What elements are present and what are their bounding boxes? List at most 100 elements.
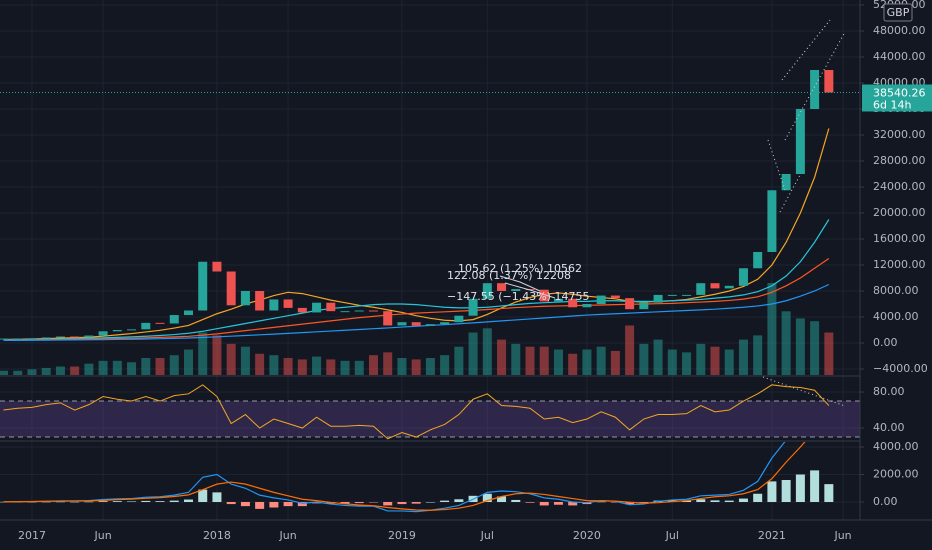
macd-pane [0, 442, 834, 513]
macd-histogram-bar [511, 499, 521, 503]
volume-bar [27, 369, 37, 375]
y-tick-label: 0.00 [873, 495, 898, 508]
macd-histogram-bar [497, 496, 507, 503]
macd-histogram-bar [425, 502, 435, 503]
volume-bar [610, 350, 620, 375]
volume-bar [653, 339, 663, 375]
macd-histogram-bar [753, 493, 763, 503]
candle-body [482, 283, 492, 299]
volume-bar [440, 355, 450, 375]
currency-label: GBP [887, 6, 910, 19]
volume-bar [141, 358, 151, 375]
candle-body [497, 283, 507, 292]
macd-histogram-bar [710, 500, 720, 503]
y-tick-label: 48000.00 [873, 24, 926, 37]
y-tick-label: 4000.00 [873, 310, 919, 323]
macd-histogram-bar [397, 502, 407, 505]
macd-histogram-bar [183, 499, 193, 503]
volume-bar [639, 343, 649, 375]
volume-bar [553, 349, 563, 375]
volume-bar [297, 359, 307, 375]
candle-body [454, 315, 464, 323]
candle-body [112, 330, 122, 332]
macd-histogram-bar [525, 502, 535, 503]
candle-body [553, 298, 563, 302]
y-tick-label: 8000.00 [873, 284, 919, 297]
currency-badge[interactable] [883, 3, 913, 22]
candle-body [98, 331, 108, 336]
volume-bar [667, 349, 677, 375]
volume-bar [795, 318, 805, 375]
y-tick-label: 24000.00 [873, 180, 926, 193]
volume-bar [596, 346, 606, 375]
volume-bar [525, 346, 535, 375]
volume-bar [539, 346, 549, 375]
volume-bar [710, 346, 720, 375]
volume-bar [767, 283, 777, 375]
moving-average [3, 258, 830, 341]
macd-histogram-bar [482, 493, 492, 503]
candle-body [596, 295, 606, 305]
axis-layer: −4000.00 0.00 4000.00 8000.00 12000.00 16000.… [18, 0, 932, 542]
x-tick-label: Jun [279, 529, 297, 542]
volume-bar [127, 362, 137, 375]
annotation: 105.62 (1.25%) 10562 [458, 262, 582, 275]
y-tick-label: 20000.00 [873, 206, 926, 219]
candle-body [582, 304, 592, 308]
candle-body [710, 283, 720, 289]
macd-histogram-bar [553, 502, 563, 505]
candle-body [297, 307, 307, 313]
candle-body [397, 322, 407, 326]
volume-bar [753, 335, 763, 375]
volume-bar [169, 355, 179, 375]
volume-bar [511, 343, 521, 375]
candle-body [169, 315, 179, 324]
candle-body [84, 335, 94, 338]
macd-histogram-bar [383, 502, 393, 506]
drawing-ranges [499, 275, 556, 299]
x-tick-label: 2019 [388, 529, 416, 542]
volume-bar [582, 349, 592, 375]
candle-body [255, 291, 265, 311]
volume-bar [397, 358, 407, 375]
macd-histogram-bar [141, 500, 151, 503]
volume-bar [625, 325, 635, 375]
volume-bar [198, 332, 208, 375]
candle-body [724, 285, 734, 289]
macd-histogram-bar [226, 502, 236, 505]
volume-bar [454, 346, 464, 375]
volume-bar [468, 332, 478, 375]
macd-histogram-bar [639, 502, 649, 503]
candle-body [682, 294, 692, 296]
volume-bar [84, 363, 94, 375]
moving-average [3, 283, 830, 341]
macd-line [3, 442, 786, 513]
candle-body [226, 271, 236, 306]
volume-bar [212, 335, 222, 375]
macd-histogram-bar [55, 501, 65, 503]
macd-histogram-bar [169, 500, 179, 503]
macd-histogram-bar [41, 501, 51, 503]
candle-body [283, 299, 293, 308]
candle-body [269, 299, 279, 311]
volume-bar [326, 359, 336, 375]
x-tick-label: 2017 [18, 529, 46, 542]
price-pane [0, 69, 860, 375]
candle-body [781, 173, 791, 191]
candle-body [354, 310, 364, 312]
macd-histogram-bar [539, 502, 549, 506]
candle-body [240, 291, 250, 306]
candle-body [198, 261, 208, 311]
macd-histogram-bar [70, 501, 80, 503]
volume-bar [41, 367, 51, 375]
macd-histogram-bar [696, 499, 706, 503]
volume-bar [0, 370, 8, 375]
candle-body [0, 338, 8, 340]
candle-body [810, 69, 820, 109]
x-tick-label: 2021 [758, 529, 786, 542]
volume-bar [724, 349, 734, 375]
volume-bar [738, 339, 748, 375]
candle-body [696, 283, 706, 295]
volume-bar [13, 370, 23, 375]
candle-body [27, 338, 37, 340]
